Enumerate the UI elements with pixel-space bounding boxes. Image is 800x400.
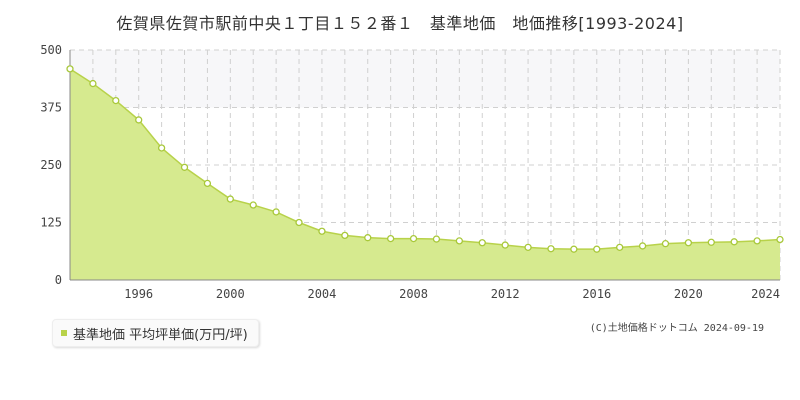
legend: 基準地価 平均坪単価(万円/坪)	[52, 319, 259, 347]
axes	[69, 50, 780, 281]
x-tick-label: 2016	[582, 287, 611, 301]
legend-marker	[61, 330, 67, 336]
data-point	[112, 96, 120, 105]
data-point	[638, 242, 647, 250]
data-point	[432, 235, 441, 243]
data-point	[318, 227, 326, 235]
data-point	[753, 237, 761, 245]
x-tick-label: 2000	[216, 287, 245, 301]
y-tick-label: 250	[40, 158, 62, 172]
copyright-text: (C)土地価格ドットコム 2024-09-19	[589, 323, 764, 334]
x-tick-label: 2020	[674, 287, 703, 301]
data-point	[364, 234, 372, 242]
x-tick-label: 2024	[751, 287, 780, 301]
chart-band-rect	[70, 50, 780, 108]
data-point	[478, 239, 486, 247]
y-tick-label: 500	[40, 43, 62, 57]
data-point	[616, 243, 624, 251]
data-point	[386, 234, 395, 243]
data-point	[524, 243, 532, 251]
data-point	[593, 245, 601, 253]
data-point	[409, 234, 418, 243]
legend-label: 基準地価 平均坪単価(万円/坪)	[73, 327, 248, 343]
x-tick-label: 2012	[491, 287, 520, 301]
data-point	[730, 238, 738, 246]
data-point	[501, 241, 509, 249]
data-point	[203, 179, 212, 188]
data-point	[341, 231, 349, 240]
y-tick-label: 375	[40, 101, 62, 115]
x-tick-label: 2004	[307, 287, 336, 301]
chart-title: 佐賀県佐賀市駅前中央１丁目１５２番１ 基準地価 地価推移[1993-2024]	[116, 14, 684, 33]
data-point	[570, 245, 578, 253]
area-series	[69, 68, 781, 280]
data-point	[272, 208, 280, 216]
x-tick-label: 2008	[399, 287, 428, 301]
data-point	[226, 195, 234, 203]
data-point	[455, 237, 464, 245]
chart-band	[70, 50, 780, 108]
data-point	[661, 240, 670, 248]
data-point	[89, 79, 97, 88]
data-point	[776, 235, 784, 244]
data-point	[684, 239, 693, 247]
data-markers	[66, 65, 784, 253]
data-point	[249, 201, 257, 209]
series-line	[69, 68, 781, 250]
x-tick-label: 1996	[124, 287, 153, 301]
area-fill	[70, 68, 780, 280]
y-tick-labels: 0 125 250 375 500	[40, 43, 62, 287]
data-point	[547, 245, 555, 253]
data-point	[180, 163, 189, 171]
data-point	[135, 116, 143, 124]
x-tick-labels: 1996 2000 2004 2008 2012 2016 2020 2024	[124, 287, 780, 301]
data-point	[707, 238, 715, 246]
data-point	[295, 218, 303, 227]
y-tick-label: 125	[40, 216, 62, 230]
data-point	[66, 65, 74, 73]
data-point	[157, 144, 166, 152]
y-tick-label: 0	[55, 273, 62, 287]
